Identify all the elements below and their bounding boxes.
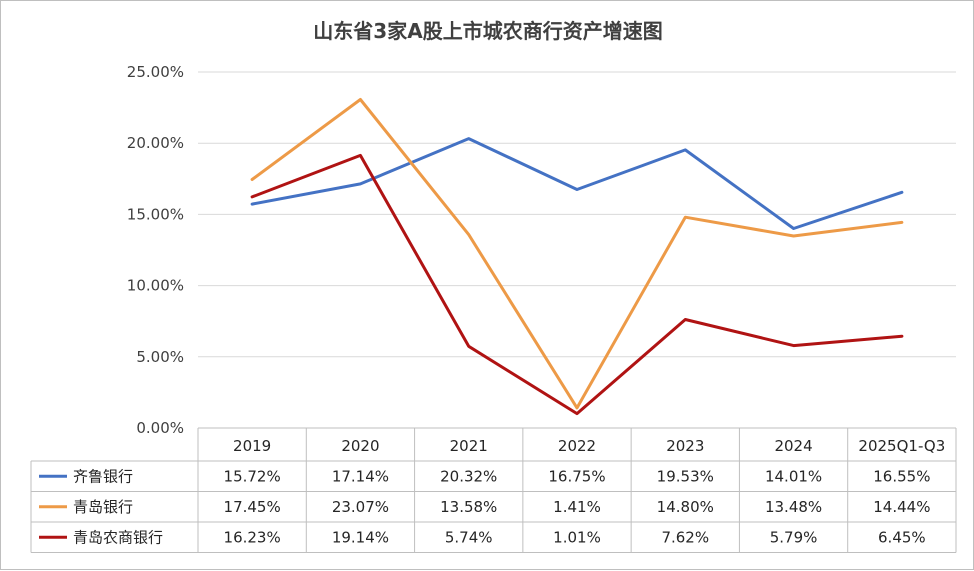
table-value: 7.62% — [661, 528, 709, 546]
y-tick-label: 20.00% — [127, 134, 184, 152]
y-tick-label: 25.00% — [127, 63, 184, 81]
table-value: 14.80% — [657, 498, 714, 516]
x-category-label: 2019 — [233, 437, 271, 455]
table-value: 17.45% — [224, 498, 281, 516]
table-value: 13.58% — [440, 498, 497, 516]
series-line — [250, 137, 904, 230]
table-value: 15.72% — [224, 467, 281, 485]
y-tick-label: 5.00% — [136, 348, 184, 366]
x-category-label: 2020 — [341, 437, 379, 455]
y-tick-label: 0.00% — [136, 419, 184, 437]
table-value: 19.53% — [657, 467, 714, 485]
table-value: 1.01% — [553, 528, 601, 546]
table-value: 5.79% — [770, 528, 818, 546]
table-value: 16.23% — [224, 528, 281, 546]
legend-label: 青岛农商银行 — [73, 528, 163, 546]
table-value: 17.14% — [332, 467, 389, 485]
table-value: 19.14% — [332, 528, 389, 546]
y-tick-label: 15.00% — [127, 205, 184, 223]
chart-title: 山东省3家A股上市城农商行资产增速图 — [313, 19, 663, 43]
series-line — [250, 153, 904, 416]
x-category-label: 2021 — [450, 437, 488, 455]
table-value: 14.01% — [765, 467, 822, 485]
table-value: 13.48% — [765, 498, 822, 516]
series-line — [250, 98, 904, 410]
x-category-label: 2022 — [558, 437, 596, 455]
table-value: 14.44% — [873, 498, 930, 516]
y-tick-label: 10.00% — [127, 277, 184, 295]
table-value: 1.41% — [553, 498, 601, 516]
x-category-label: 2023 — [666, 437, 704, 455]
legend-label: 青岛银行 — [73, 498, 133, 516]
table-value: 23.07% — [332, 498, 389, 516]
table-value: 20.32% — [440, 467, 497, 485]
table-value: 5.74% — [445, 528, 493, 546]
x-category-label: 2025Q1-Q3 — [858, 437, 945, 455]
table-value: 16.55% — [873, 467, 930, 485]
legend-label: 齐鲁银行 — [73, 467, 133, 485]
table-value: 16.75% — [548, 467, 605, 485]
x-category-label: 2024 — [774, 437, 812, 455]
table-value: 6.45% — [878, 528, 926, 546]
